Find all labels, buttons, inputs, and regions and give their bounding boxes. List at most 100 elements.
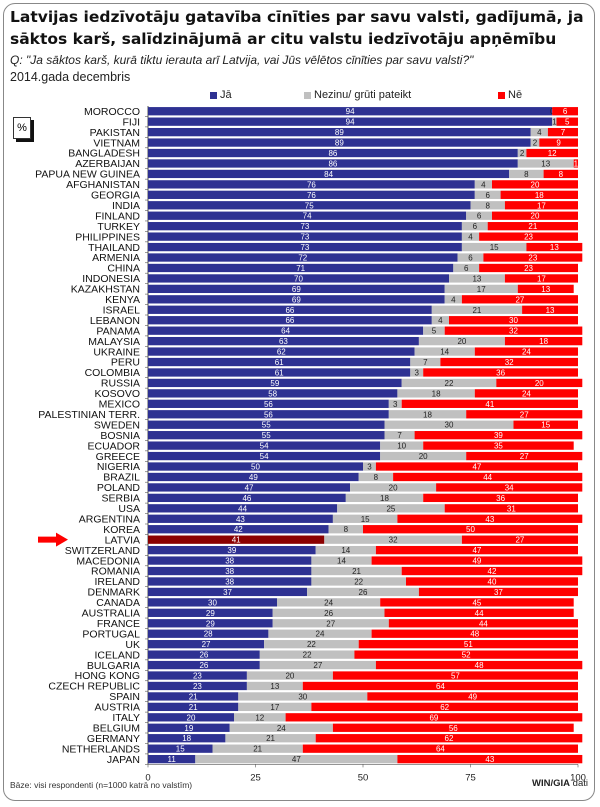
category-label: IRELAND bbox=[94, 576, 140, 588]
bar-segment-dontknow bbox=[328, 525, 363, 534]
bar-segment-dontknow bbox=[358, 472, 394, 482]
data-label-yes: 23 bbox=[193, 682, 202, 691]
data-label-no: 50 bbox=[466, 525, 475, 534]
bar-segment-dontknow bbox=[466, 211, 492, 220]
data-label-dontknow: 8 bbox=[524, 170, 529, 179]
data-label-yes: 18 bbox=[182, 734, 191, 743]
data-label-no: 7 bbox=[561, 128, 566, 137]
bar-segment-no bbox=[573, 159, 578, 168]
data-label-dontknow: 22 bbox=[445, 379, 454, 388]
category-label: ROMANIA bbox=[91, 566, 140, 578]
data-label-dontknow: 4 bbox=[438, 316, 443, 325]
bar-segment-yes bbox=[148, 577, 312, 586]
bar-segment-no bbox=[414, 431, 583, 440]
data-label-yes: 21 bbox=[189, 692, 198, 701]
bar-segment-yes bbox=[148, 232, 462, 241]
category-label: RUSSIA bbox=[101, 378, 140, 390]
bar-segment-yes bbox=[148, 222, 462, 231]
data-label-yes: 54 bbox=[260, 452, 269, 461]
data-label-dontknow: 6 bbox=[485, 191, 490, 200]
data-label-no: 20 bbox=[531, 180, 540, 189]
bar-segment-dontknow bbox=[259, 650, 355, 659]
bar-segment-yes bbox=[148, 326, 424, 335]
bar-segment-no bbox=[526, 242, 583, 252]
bar-segment-yes bbox=[148, 305, 432, 314]
bar-segment-yes bbox=[148, 357, 411, 367]
bar-segment-dontknow bbox=[311, 577, 406, 586]
bar-segment-dontknow bbox=[388, 410, 467, 419]
data-label-no: 8 bbox=[559, 170, 564, 179]
bar-segment-no bbox=[479, 263, 578, 273]
bar-segment-no bbox=[380, 598, 574, 607]
bar-segment-no bbox=[375, 660, 583, 670]
category-label: GERMANY bbox=[87, 733, 140, 745]
bar-segment-dontknow bbox=[552, 117, 557, 126]
data-label-dontknow: 47 bbox=[292, 755, 301, 764]
data-label-yes: 27 bbox=[202, 640, 211, 649]
bar-segment-yes bbox=[148, 535, 325, 544]
legend-swatch-yes bbox=[210, 91, 217, 99]
bar-segment-yes bbox=[148, 462, 363, 471]
bar-segment-yes bbox=[148, 347, 415, 356]
bar-segment-yes bbox=[148, 410, 389, 419]
bar-segment-yes bbox=[148, 242, 462, 252]
survey-date: 2014.gada decembris bbox=[10, 70, 131, 84]
bar-segment-no bbox=[539, 138, 578, 147]
data-label-yes: 73 bbox=[300, 233, 309, 242]
data-label-dontknow: 30 bbox=[298, 692, 307, 701]
data-label-yes: 42 bbox=[234, 525, 243, 534]
category-label: AUSTRIA bbox=[94, 702, 140, 714]
bar-segment-dontknow bbox=[234, 713, 286, 722]
category-label: PORTUGAL bbox=[82, 628, 140, 640]
category-label: UK bbox=[125, 639, 140, 651]
data-label-yes: 43 bbox=[236, 515, 245, 524]
category-label: NETHERLANDS bbox=[62, 743, 140, 755]
legend-label-yes: Jā bbox=[220, 89, 232, 101]
bar-segment-yes bbox=[148, 441, 381, 450]
data-label-yes: 21 bbox=[189, 703, 198, 712]
data-label-yes: 46 bbox=[242, 494, 251, 503]
bar-segment-dontknow bbox=[461, 232, 480, 241]
category-label: BELGIUM bbox=[93, 722, 140, 734]
bar-segment-no bbox=[397, 514, 583, 523]
bar-segment-yes bbox=[148, 556, 312, 565]
data-label-dontknow: 3 bbox=[367, 463, 372, 472]
bar-segment-no bbox=[423, 368, 578, 377]
data-label-no: 48 bbox=[475, 661, 484, 670]
data-label-dontknow: 6 bbox=[477, 212, 482, 221]
data-label-dontknow: 25 bbox=[386, 504, 395, 513]
data-label-no: 52 bbox=[462, 651, 471, 660]
data-label-dontknow: 15 bbox=[361, 515, 370, 524]
category-label: THAILAND bbox=[88, 242, 140, 254]
data-label-yes: 76 bbox=[307, 191, 316, 200]
data-label-yes: 56 bbox=[264, 400, 273, 409]
data-label-dontknow: 2 bbox=[533, 139, 538, 148]
data-label-no: 27 bbox=[520, 452, 529, 461]
bar-segment-dontknow bbox=[517, 159, 574, 168]
category-label: SWITZERLAND bbox=[65, 545, 141, 557]
bar-segment-no bbox=[461, 295, 578, 304]
data-label-no: 18 bbox=[539, 337, 548, 346]
bar-segment-dontknow bbox=[337, 504, 445, 513]
data-label-yes: 38 bbox=[225, 567, 234, 576]
bar-segment-yes bbox=[148, 525, 329, 534]
data-label-dontknow: 18 bbox=[423, 410, 432, 419]
bar-segment-dontknow bbox=[264, 640, 359, 649]
bar-segment-yes bbox=[148, 451, 381, 461]
bar-segment-no bbox=[423, 493, 578, 503]
data-label-yes: 61 bbox=[275, 358, 284, 367]
bar-segment-yes bbox=[148, 629, 269, 638]
bar-segment-yes bbox=[148, 514, 333, 523]
data-label-yes: 11 bbox=[167, 755, 176, 764]
data-label-no: 40 bbox=[488, 577, 497, 586]
category-label: PALESTINIAN TERR. bbox=[38, 409, 140, 421]
data-label-dontknow: 24 bbox=[316, 630, 325, 639]
data-label-yes: 30 bbox=[208, 598, 217, 607]
bar-segment-no bbox=[492, 211, 578, 220]
data-label-no: 30 bbox=[509, 316, 518, 325]
data-label-no: 17 bbox=[537, 274, 546, 283]
category-label: LATVIA bbox=[105, 534, 140, 546]
bar-segment-dontknow bbox=[444, 284, 518, 294]
data-label-yes: 69 bbox=[292, 285, 301, 294]
bar-segment-no bbox=[436, 483, 583, 492]
